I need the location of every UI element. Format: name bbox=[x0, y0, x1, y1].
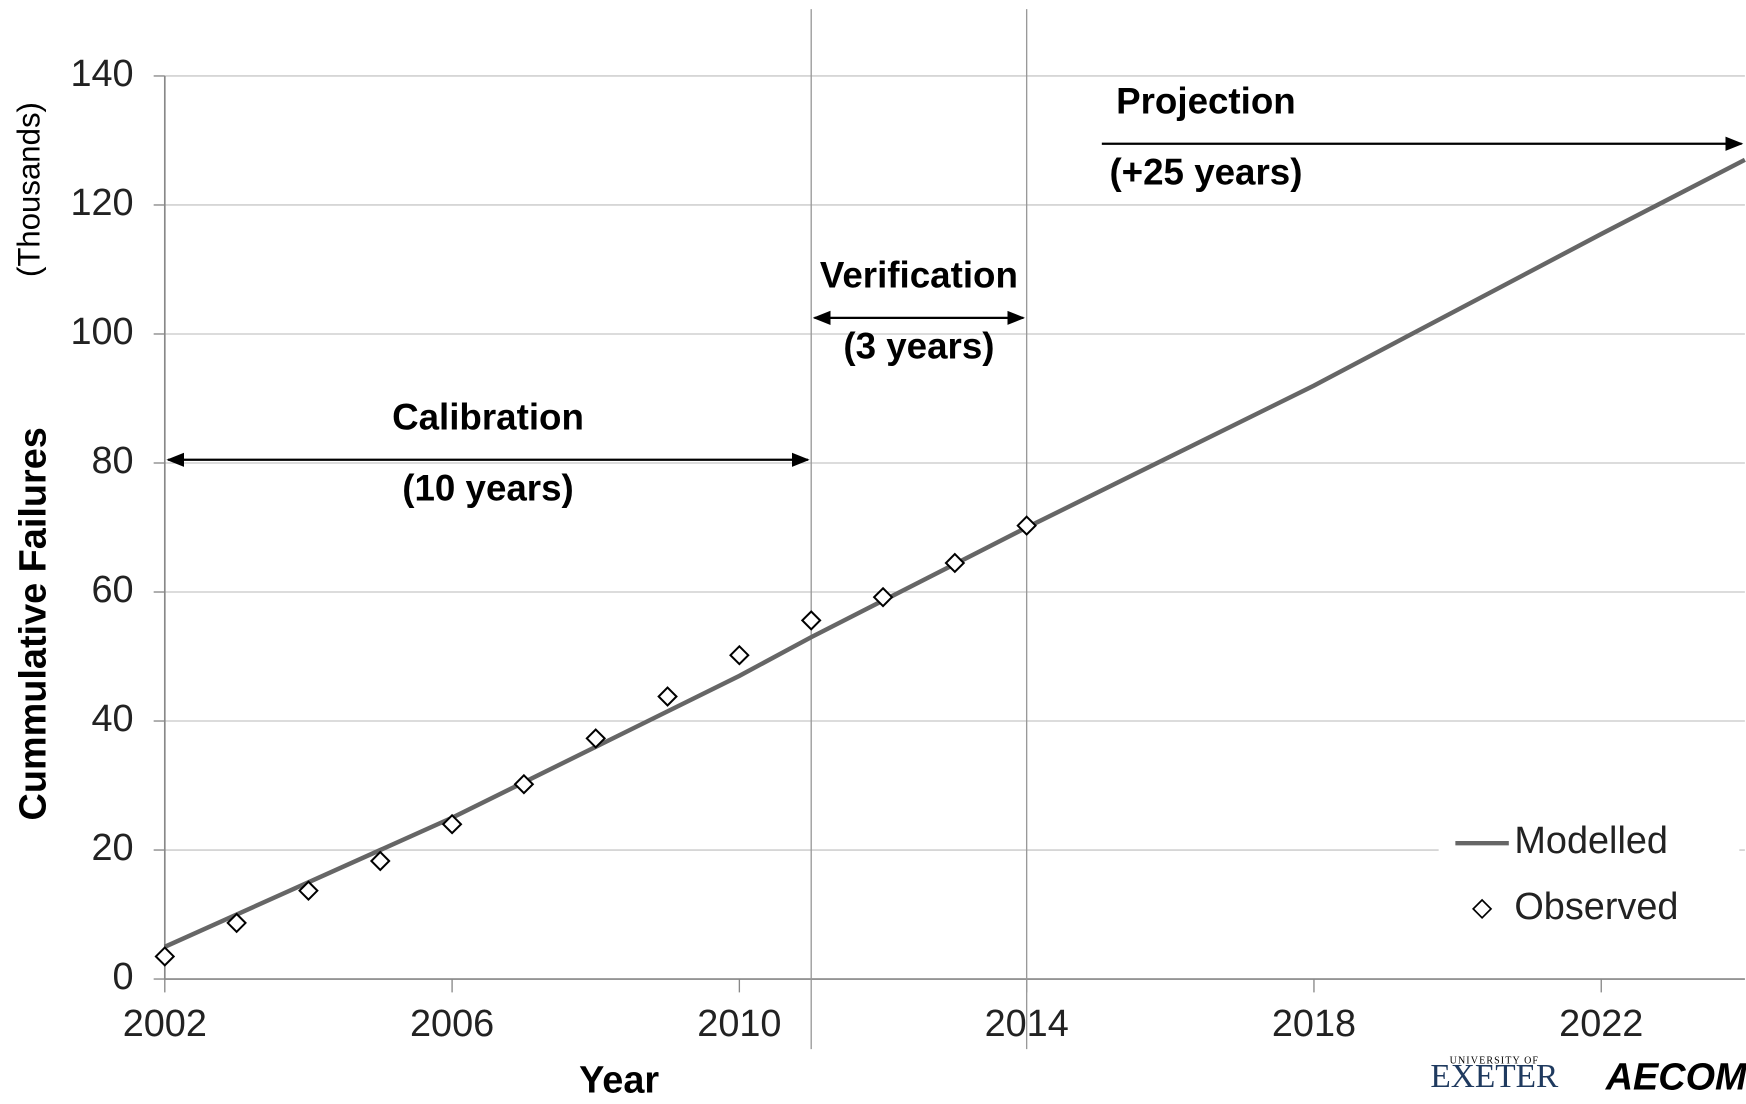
observed-marker bbox=[729, 644, 750, 666]
phase-duration: (3 years) bbox=[843, 326, 994, 367]
y-axis-units: (Thousands) bbox=[11, 102, 46, 277]
observed-marker bbox=[226, 912, 247, 934]
y-tick-label: 80 bbox=[92, 440, 134, 482]
phase-label: Verification bbox=[820, 254, 1018, 295]
logo-text: UNIVERSITY OF bbox=[1450, 1056, 1540, 1067]
x-tick-label: 2006 bbox=[410, 1003, 494, 1045]
phase-label: Projection bbox=[1116, 80, 1296, 121]
observed-marker bbox=[872, 586, 894, 608]
y-axis-label: Cummulative Failures bbox=[13, 427, 55, 820]
x-tick-label: 2022 bbox=[1559, 1003, 1643, 1045]
observed-marker bbox=[369, 850, 391, 872]
logo-text: EXETER bbox=[1430, 1058, 1559, 1095]
observed-marker bbox=[585, 728, 607, 749]
observed-marker bbox=[800, 610, 822, 631]
observed-marker bbox=[657, 686, 678, 707]
legend-box bbox=[1438, 813, 1740, 947]
observed-marker bbox=[154, 946, 176, 967]
observed-marker bbox=[298, 880, 319, 901]
y-tick-label: 40 bbox=[92, 698, 134, 740]
logo-text: AECOM bbox=[1605, 1056, 1746, 1098]
x-tick-label: 2002 bbox=[123, 1003, 207, 1045]
phase-duration: (+25 years) bbox=[1109, 152, 1302, 193]
phase-label: Calibration bbox=[392, 396, 584, 437]
observed-marker bbox=[513, 773, 535, 795]
legend-label: Observed bbox=[1514, 886, 1678, 928]
y-tick-label: 140 bbox=[70, 53, 133, 95]
legend-label: Modelled bbox=[1514, 820, 1668, 862]
observed-marker bbox=[441, 813, 463, 835]
y-tick-label: 0 bbox=[113, 956, 134, 998]
y-tick-label: 100 bbox=[70, 311, 133, 353]
y-tick-label: 60 bbox=[92, 569, 134, 611]
x-tick-label: 2018 bbox=[1272, 1003, 1356, 1045]
phase-duration: (10 years) bbox=[402, 468, 574, 509]
x-axis-label: Year bbox=[579, 1060, 659, 1102]
y-tick-label: 20 bbox=[92, 827, 134, 869]
legend-swatch bbox=[1472, 898, 1493, 919]
modelled-line bbox=[163, 157, 1746, 949]
observed-marker bbox=[1016, 515, 1037, 536]
x-tick-label: 2010 bbox=[697, 1003, 781, 1045]
y-tick-label: 120 bbox=[70, 182, 133, 224]
observed-marker bbox=[944, 552, 966, 574]
